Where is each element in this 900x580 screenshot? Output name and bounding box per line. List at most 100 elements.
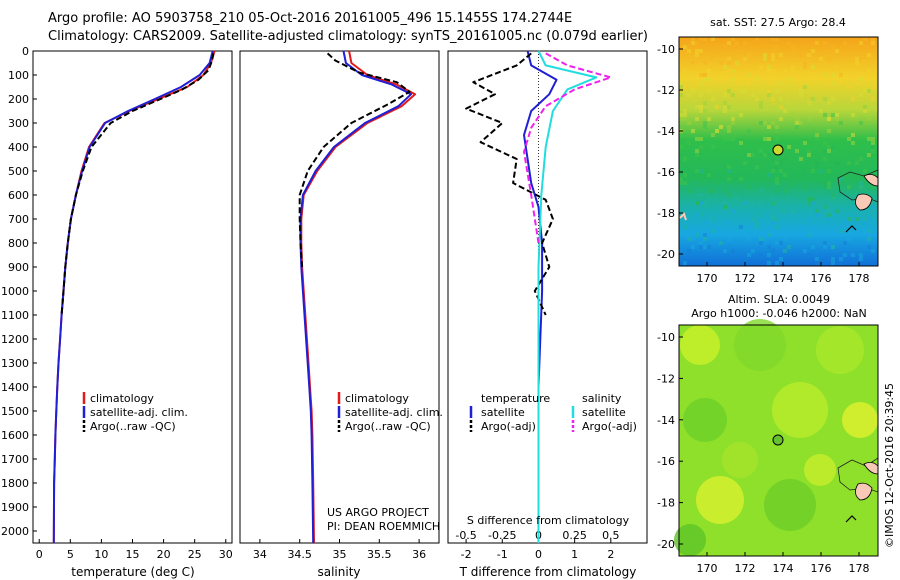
sst-pixel: [723, 189, 727, 193]
sst-pixel: [803, 65, 807, 69]
sst-pixel: [767, 173, 771, 177]
sst-pixel: [699, 145, 703, 149]
sst-pixel: [867, 69, 871, 73]
sst-pixel: [783, 173, 787, 177]
sst-pixel: [851, 141, 855, 145]
sst-pixel: [815, 137, 819, 141]
sst-pixel: [791, 209, 795, 213]
sst-pixel: [847, 161, 851, 165]
sst-pixel: [723, 73, 727, 77]
sst-pixel: [771, 217, 775, 221]
island: [855, 482, 873, 501]
sst-pixel: [711, 37, 715, 41]
sst-pixel: [787, 101, 791, 105]
sst-pixel: [723, 165, 727, 169]
sst-pixel: [735, 197, 739, 201]
sst-pixel: [727, 41, 731, 45]
sst-pixel: [871, 185, 875, 189]
sst-pixel: [715, 181, 719, 185]
sst-pixel: [767, 153, 771, 157]
sla-map-frame: [678, 324, 879, 557]
sst-pixel: [699, 241, 703, 245]
sst-pixel: [815, 165, 819, 169]
sst-pixel: [779, 53, 783, 57]
sla-blob: [680, 325, 720, 365]
sst-pixel: [735, 61, 739, 65]
difference-axes-frame: [447, 50, 648, 544]
sst-pixel: [739, 177, 743, 181]
temperature-x-axis-label: temperature (deg C): [71, 565, 194, 579]
sst-pixel: [751, 201, 755, 205]
sst-pixel: [683, 85, 687, 89]
sst-pixel: [763, 121, 767, 125]
sst-pixel: [839, 77, 843, 81]
map-x-tick-label: 172: [735, 562, 756, 575]
map-x-tick-label: 178: [849, 272, 870, 285]
map-y-tick-label: -14: [657, 125, 675, 138]
sst-pixel: [811, 225, 815, 229]
x-tick-label: 0.5: [602, 529, 620, 542]
sst-pixel: [871, 41, 875, 45]
sst-pixel: [723, 105, 727, 109]
y-tick-label: 1200: [1, 333, 29, 346]
sst-pixel: [735, 177, 739, 181]
project-annotation: US ARGO PROJECT: [327, 506, 429, 519]
sst-pixel: [755, 37, 759, 41]
sst-pixel: [711, 189, 715, 193]
sst-pixel: [707, 89, 711, 93]
sst-pixel: [771, 221, 775, 225]
temperature-axes-frame: [32, 50, 233, 544]
sst-pixel: [827, 101, 831, 105]
header-line-1: Argo profile: AO 5903758_210 05-Oct-2016…: [48, 11, 573, 26]
sla-map-title-2: Argo h1000: -0.046 h2000: NaN: [691, 307, 867, 320]
sst-pixel: [823, 241, 827, 245]
sst-pixel: [707, 245, 711, 249]
sst-pixel: [763, 137, 767, 141]
sst-pixel: [759, 121, 763, 125]
sst-pixel: [743, 201, 747, 205]
sst-pixel: [835, 49, 839, 53]
sst-pixel: [679, 181, 683, 185]
sst-pixel: [767, 261, 771, 265]
sla-blob: [832, 512, 868, 548]
sst-pixel: [699, 113, 703, 117]
sst-pixel: [795, 121, 799, 125]
sla-blob: [674, 524, 706, 556]
sst-pixel: [739, 225, 743, 229]
sst-pixel: [747, 129, 751, 133]
sst-pixel: [703, 233, 707, 237]
sla-blob: [772, 382, 828, 438]
sst-pixel: [823, 73, 827, 77]
legend-label: climatology: [90, 392, 154, 405]
sst-pixel: [771, 53, 775, 57]
sst-pixel: [771, 97, 775, 101]
sst-pixel: [839, 177, 843, 181]
sst-pixel: [703, 125, 707, 129]
y-tick-label: 600: [8, 189, 29, 202]
sst-pixel: [795, 233, 799, 237]
sst-pixel: [827, 257, 831, 261]
sst-pixel: [859, 73, 863, 77]
sst-pixel: [731, 77, 735, 81]
sst-pixel: [807, 197, 811, 201]
sst-pixel: [755, 221, 759, 225]
sst-pixel: [771, 157, 775, 161]
sst-pixel: [771, 201, 775, 205]
sst-pixel: [691, 237, 695, 241]
sst-pixel: [755, 233, 759, 237]
sst-pixel: [763, 153, 767, 157]
sst-pixel: [703, 205, 707, 209]
sst-pixel: [831, 97, 835, 101]
sst-pixel: [803, 85, 807, 89]
sst-pixel: [763, 237, 767, 241]
sst-pixel: [723, 201, 727, 205]
sst-pixel: [779, 81, 783, 85]
sst-pixel: [695, 233, 699, 237]
sst-pixel: [691, 85, 695, 89]
sst-pixel: [695, 53, 699, 57]
y-tick-label: 300: [8, 117, 29, 130]
sst-pixel: [727, 89, 731, 93]
x-tick-label: 0.25: [562, 529, 587, 542]
sst-pixel: [823, 225, 827, 229]
